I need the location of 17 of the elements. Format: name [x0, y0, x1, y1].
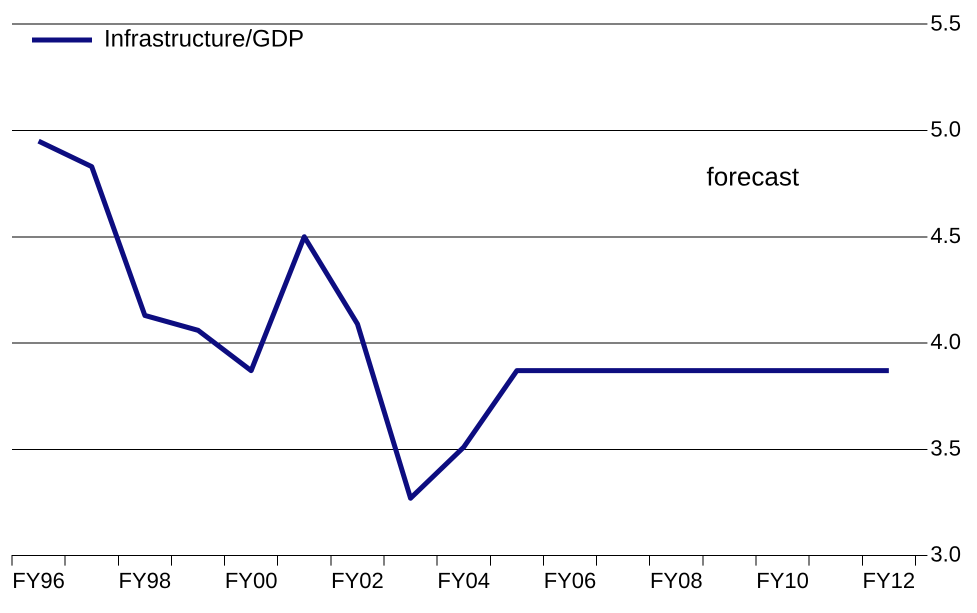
y-tick-label: 3.5 [930, 435, 962, 460]
x-tick-label: FY04 [437, 568, 490, 593]
x-tick-label: FY08 [650, 568, 703, 593]
x-tick-label: FY98 [118, 568, 172, 593]
x-tick-label: FY12 [862, 568, 916, 593]
x-tick-label: FY06 [544, 568, 596, 593]
y-tick-label: 5.5 [930, 10, 962, 36]
y-tick-label: 5.0 [930, 116, 962, 142]
legend-label: Infrastructure/GDP [104, 26, 304, 53]
y-tick-label: 4.0 [930, 329, 962, 354]
x-tick-label: FY00 [224, 568, 278, 593]
x-tick-label: FY02 [331, 568, 384, 593]
y-tick-label: 4.5 [930, 222, 962, 248]
y-tick-label: 3.0 [930, 542, 962, 567]
annotation: forecast [706, 161, 800, 192]
x-tick-label: FY10 [756, 568, 809, 593]
x-tick-label: FY96 [12, 568, 65, 593]
